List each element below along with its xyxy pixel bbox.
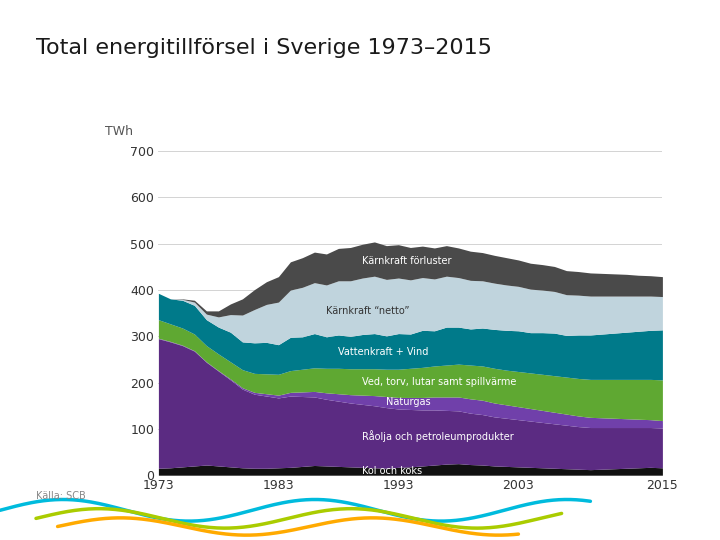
Text: Total energitillförsel i Sverige 1973–2015: Total energitillförsel i Sverige 1973–20…	[36, 38, 492, 58]
Text: Ved, torv, lutar samt spillvärme: Ved, torv, lutar samt spillvärme	[362, 377, 517, 387]
Text: TWh: TWh	[105, 125, 133, 138]
Text: Vattenkraft + Vind: Vattenkraft + Vind	[338, 347, 429, 356]
Text: Råolja och petroleumprodukter: Råolja och petroleumprodukter	[362, 430, 514, 442]
Text: Kol och koks: Kol och koks	[362, 466, 423, 476]
Text: Kärnkraft förluster: Kärnkraft förluster	[362, 256, 452, 266]
Text: Kärnkraft “netto”: Kärnkraft “netto”	[326, 306, 410, 316]
Text: Naturgas: Naturgas	[387, 397, 431, 407]
Text: Källa: SCB: Källa: SCB	[36, 491, 86, 502]
